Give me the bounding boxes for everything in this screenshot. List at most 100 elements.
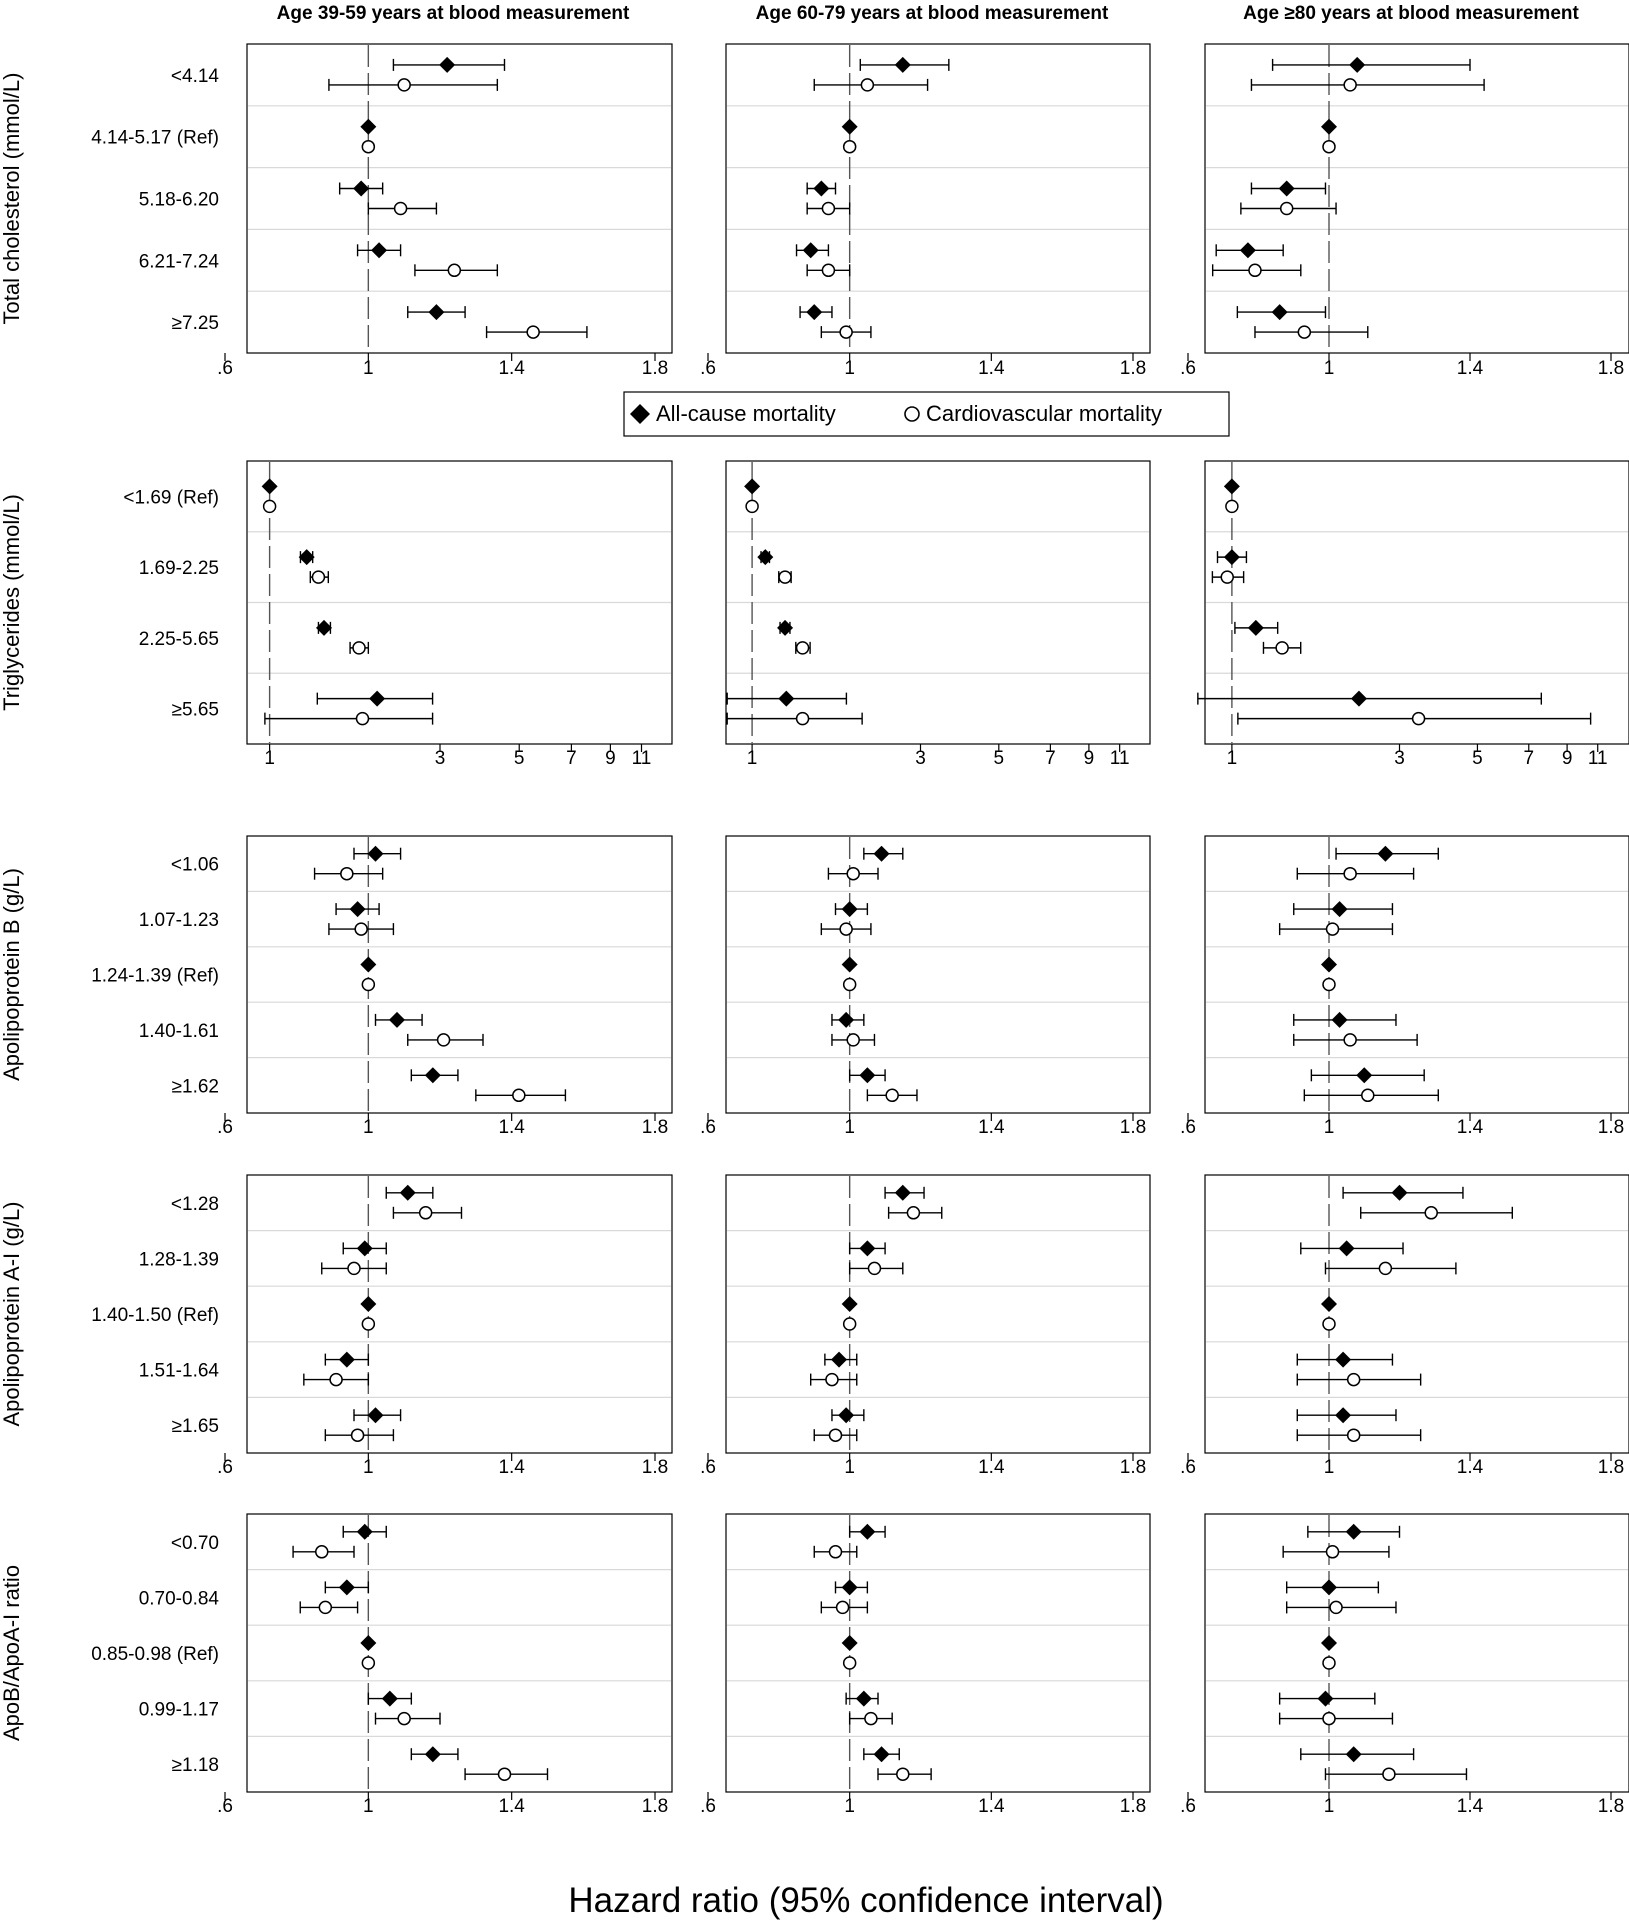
cardiovascular-estimate xyxy=(1322,1656,1336,1670)
cardiovascular-marker xyxy=(347,1261,361,1276)
all-cause-marker xyxy=(353,180,370,197)
all-cause-estimate xyxy=(841,118,858,135)
all-cause-estimate xyxy=(841,1296,858,1312)
cardiovascular-legend-marker-icon xyxy=(904,406,920,422)
all-cause-marker xyxy=(1317,1690,1334,1707)
cardiovascular-marker xyxy=(839,325,853,339)
all-cause-estimate xyxy=(726,690,848,707)
cardiovascular-estimate xyxy=(827,866,879,881)
all-cause-marker xyxy=(367,845,384,862)
y-axis-title: ApoB/ApoA-I ratio xyxy=(0,1565,24,1741)
all-cause-estimate xyxy=(831,1407,865,1424)
all-cause-estimate xyxy=(1335,845,1439,862)
all-cause-estimate xyxy=(1300,1746,1415,1763)
x-tick-label: 1.8 xyxy=(642,1457,668,1478)
cardiovascular-estimate xyxy=(1254,325,1369,339)
all-cause-marker xyxy=(777,619,794,636)
cardiovascular-marker xyxy=(393,201,408,216)
all-cause-marker xyxy=(1331,1011,1348,1028)
category-label: 6.21-7.24 xyxy=(139,251,220,272)
all-cause-estimate xyxy=(1300,1240,1404,1257)
category-label: 1.40-1.61 xyxy=(139,1021,219,1042)
cardiovascular-estimate xyxy=(866,1088,918,1103)
panel-4-2: .6 1 1.4 1.8 xyxy=(700,1174,1151,1478)
panel-1-1: .6 1 1.4 1.8 xyxy=(217,43,673,379)
y-axis-title: Apolipoprotein B (g/L) xyxy=(0,868,24,1081)
all-cause-marker xyxy=(859,1067,876,1084)
category-label: <1.28 xyxy=(171,1194,219,1215)
x-tick-label: 1.8 xyxy=(1120,1117,1146,1138)
cardiovascular-estimate xyxy=(328,78,499,92)
panel-frame xyxy=(246,43,673,354)
x-tick-label: 3 xyxy=(435,748,446,769)
category-label: 2.25-5.65 xyxy=(139,629,219,650)
x-tick-label: 1 xyxy=(1324,1457,1335,1478)
cardiovascular-marker xyxy=(1343,1033,1357,1047)
category-label: 1.24-1.39 (Ref) xyxy=(91,966,219,987)
cardiovascular-marker xyxy=(1343,866,1357,881)
x-tick-label: 5 xyxy=(514,748,525,769)
cardiovascular-marker xyxy=(842,1656,857,1670)
cardiovascular-estimate xyxy=(299,1600,359,1615)
cardiovascular-estimate xyxy=(309,570,330,584)
x-tick-label: 1.4 xyxy=(1457,1117,1484,1138)
x-tick-label: 1 xyxy=(363,1457,374,1478)
all-cause-estimate xyxy=(1310,1067,1425,1084)
all-cause-estimate xyxy=(1321,956,1337,973)
x-tick-label: 9 xyxy=(1084,748,1095,769)
all-cause-estimate xyxy=(335,901,380,918)
all-cause-marker xyxy=(1321,1296,1337,1312)
cardiovascular-marker xyxy=(1322,977,1336,992)
all-cause-estimate xyxy=(841,1635,858,1651)
panel-frame xyxy=(725,1174,1151,1454)
all-cause-estimate xyxy=(848,1523,886,1540)
x-tick-label: 1.4 xyxy=(1457,1796,1484,1817)
x-tick-label: 1.4 xyxy=(1457,358,1484,379)
all-cause-estimate xyxy=(1216,549,1248,566)
all-cause-marker xyxy=(1356,1067,1373,1084)
cardiovascular-estimate xyxy=(1240,201,1337,216)
cardiovascular-marker xyxy=(885,1088,899,1103)
all-cause-estimate xyxy=(1321,1296,1337,1312)
x-tick-label: 1 xyxy=(1227,748,1238,769)
all-cause-estimate xyxy=(316,690,434,707)
x-tick-label: .6 xyxy=(1180,1117,1196,1138)
cardiovascular-marker xyxy=(825,1372,839,1387)
cardiovascular-estimate xyxy=(795,641,811,655)
cardiovascular-estimate xyxy=(292,1545,355,1559)
cardiovascular-marker xyxy=(795,641,810,655)
panel-3-1: .6 1 1.4 1.8 xyxy=(217,835,673,1138)
cardiovascular-marker xyxy=(860,78,875,92)
column-titles: Age 39-59 years at blood measurement Age… xyxy=(277,3,1580,24)
all-cause-marker xyxy=(428,304,445,321)
x-tick-label: 1.4 xyxy=(1457,1457,1484,1478)
y-axis-title: Apolipoprotein A-I (g/L) xyxy=(0,1201,24,1426)
x-tick-label: .6 xyxy=(700,358,716,379)
all-cause-estimate xyxy=(1307,1523,1401,1540)
all-cause-estimate xyxy=(360,1635,377,1651)
cardiovascular-estimate xyxy=(842,1317,857,1331)
column-title-2: Age 60-79 years at blood measurement xyxy=(756,3,1109,24)
category-label: ≥1.62 xyxy=(172,1076,219,1097)
cardiovascular-estimate xyxy=(813,78,929,92)
panel-1-3: .6 1 1.4 1.8 xyxy=(1180,43,1629,379)
cardiovascular-marker xyxy=(835,1600,850,1615)
all-cause-marker xyxy=(1223,549,1240,566)
cardiovascular-marker xyxy=(512,1088,526,1103)
all-cause-marker xyxy=(261,478,278,495)
cardiovascular-marker xyxy=(355,711,370,726)
row-1: Total cholesterol (mmol/L) <4.14 4.14-5.17… xyxy=(0,43,1629,379)
cardiovascular-estimate xyxy=(324,1428,395,1442)
cardiovascular-marker xyxy=(526,325,540,339)
all-cause-estimate xyxy=(863,1746,900,1763)
all-cause-estimate xyxy=(1293,901,1394,918)
all-cause-marker xyxy=(389,1011,405,1028)
panel-frame xyxy=(246,835,673,1114)
cardiovascular-estimate xyxy=(1293,1033,1418,1047)
category-label: 0.70-0.84 xyxy=(139,1588,220,1609)
all-cause-estimate xyxy=(360,956,377,973)
all-cause-estimate xyxy=(806,180,837,197)
cardiovascular-marker xyxy=(778,570,792,584)
cardiovascular-marker xyxy=(1322,1656,1336,1670)
